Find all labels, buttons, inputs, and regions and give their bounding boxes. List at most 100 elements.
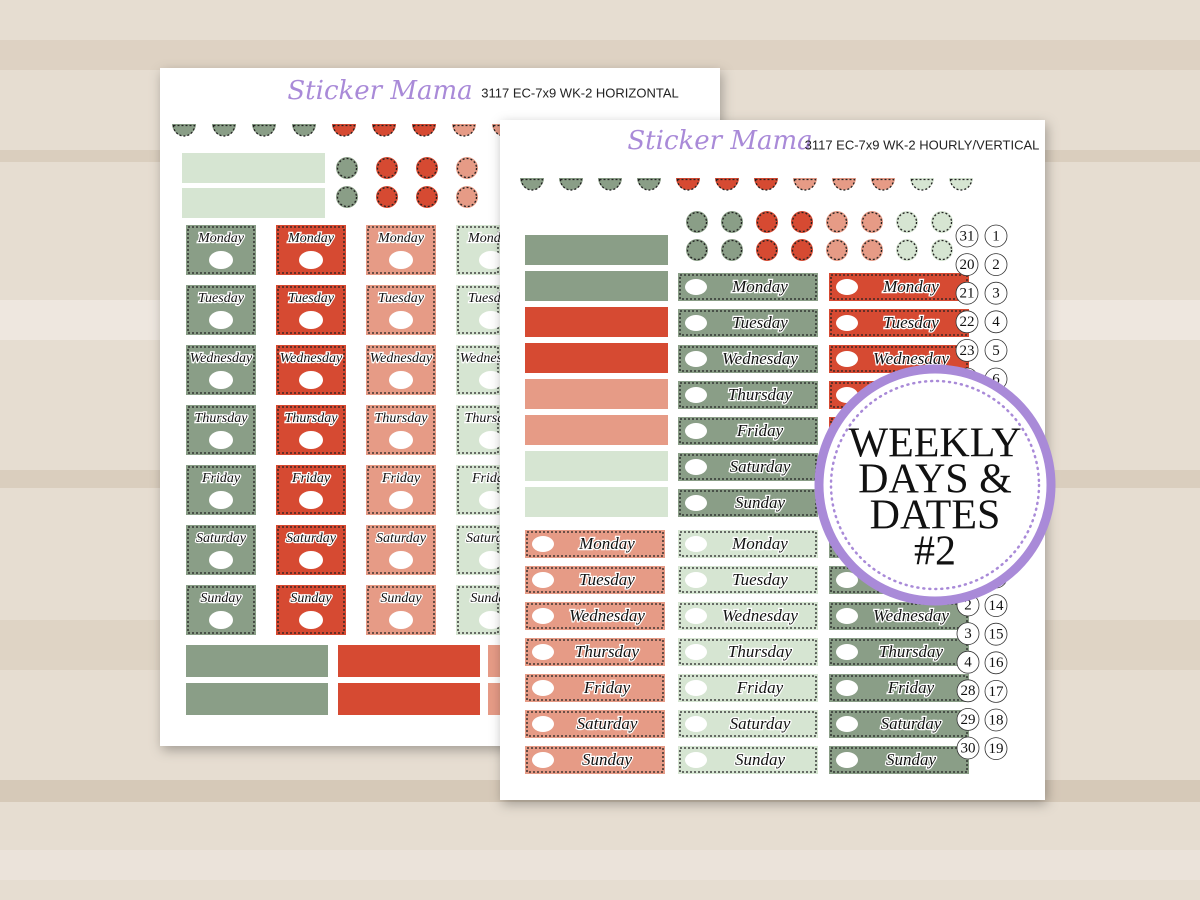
date-oval bbox=[685, 536, 707, 552]
day-outline bbox=[187, 466, 255, 514]
date-oval bbox=[836, 279, 858, 295]
sheet-code: 3117 EC-7x9 WK-2 HOURLY/VERTICAL bbox=[805, 137, 1040, 152]
date-oval bbox=[836, 644, 858, 660]
dot-outline bbox=[336, 157, 358, 179]
day-label: Sunday bbox=[200, 591, 242, 606]
date-number: 6 bbox=[992, 371, 1000, 387]
dot-sticker bbox=[896, 239, 918, 261]
tab-sticker bbox=[292, 124, 316, 136]
day-label: Friday bbox=[201, 471, 241, 486]
date-oval bbox=[209, 491, 233, 509]
tab-outline bbox=[412, 124, 436, 137]
day-outline bbox=[679, 639, 817, 665]
dot-outline bbox=[931, 211, 953, 233]
tab-sticker bbox=[252, 124, 276, 136]
tab-sticker bbox=[598, 178, 622, 190]
date-oval bbox=[299, 611, 323, 629]
tab-sticker bbox=[949, 178, 973, 190]
date-number: 4 bbox=[992, 314, 1000, 330]
date-oval bbox=[389, 251, 413, 269]
sheet-code: 3117 EC-7x9 WK-2 HORIZONTAL bbox=[481, 85, 678, 100]
date-circle bbox=[956, 622, 980, 645]
day-outline bbox=[367, 466, 435, 514]
dot-outline bbox=[376, 157, 398, 179]
dot-outline bbox=[721, 211, 743, 233]
bar-sticker bbox=[525, 343, 668, 373]
date-number: 18 bbox=[989, 712, 1004, 728]
date-oval bbox=[209, 251, 233, 269]
date-circle bbox=[955, 253, 979, 277]
date-oval bbox=[685, 387, 707, 403]
date-oval bbox=[389, 371, 413, 389]
tab-outline bbox=[754, 178, 778, 191]
date-number: 17 bbox=[989, 684, 1005, 700]
day-label: Thursday bbox=[285, 411, 339, 426]
date-oval bbox=[389, 551, 413, 569]
day-label: Monday bbox=[287, 231, 335, 246]
date-circle bbox=[955, 224, 979, 248]
day-label: Sunday bbox=[582, 750, 633, 769]
date-number: 29 bbox=[961, 712, 976, 728]
dot-sticker bbox=[896, 211, 918, 233]
date-oval bbox=[685, 459, 707, 475]
date-number: 1 bbox=[992, 228, 1000, 244]
date-number: 20 bbox=[960, 257, 975, 273]
dot-sticker bbox=[931, 211, 953, 233]
date-number: 19 bbox=[989, 741, 1004, 757]
dot-sticker bbox=[861, 211, 883, 233]
dot-outline bbox=[756, 239, 778, 261]
day-outline bbox=[679, 382, 817, 408]
brand: Sticker Mama bbox=[627, 126, 812, 156]
badge-line: #2 bbox=[914, 529, 956, 575]
date-oval bbox=[836, 315, 858, 331]
day-label: Tuesday bbox=[378, 291, 425, 306]
badge-line: WEEKLY bbox=[848, 421, 1021, 467]
date-oval bbox=[389, 611, 413, 629]
date-oval bbox=[532, 752, 554, 768]
tab-outline bbox=[598, 178, 622, 191]
dot-outline bbox=[686, 239, 708, 261]
dot-outline bbox=[686, 211, 708, 233]
tab-outline bbox=[832, 178, 856, 191]
day-label: Thursday bbox=[728, 642, 793, 661]
dot-sticker bbox=[456, 186, 478, 208]
tab-outline bbox=[910, 178, 934, 191]
day-label: Tuesday bbox=[288, 291, 335, 306]
date-oval bbox=[299, 491, 323, 509]
bar-sticker bbox=[488, 683, 500, 715]
brand: Sticker Mama bbox=[287, 76, 472, 106]
tab-sticker bbox=[332, 124, 356, 136]
day-label: Saturday bbox=[881, 714, 942, 733]
date-circle bbox=[984, 737, 1008, 760]
day-outline bbox=[457, 466, 499, 514]
date-circle bbox=[956, 679, 980, 703]
bar-sticker bbox=[525, 415, 668, 445]
tab-sticker bbox=[452, 124, 476, 136]
date-number: 5 bbox=[992, 343, 1000, 359]
day-outline bbox=[277, 466, 345, 514]
date-oval bbox=[685, 315, 707, 331]
day-outline bbox=[277, 406, 345, 454]
day-label: Thursday bbox=[575, 642, 640, 661]
day-outline bbox=[679, 418, 817, 444]
date-oval bbox=[836, 572, 858, 588]
day-label: Thursday bbox=[879, 642, 944, 661]
date-oval bbox=[299, 311, 323, 329]
day-label: Wednesday bbox=[569, 606, 645, 625]
bar-sticker bbox=[525, 379, 668, 409]
tab-sticker bbox=[676, 178, 700, 190]
day-outline bbox=[367, 346, 435, 394]
tab-sticker bbox=[637, 178, 661, 190]
date-oval bbox=[479, 431, 503, 449]
date-circle bbox=[984, 310, 1008, 334]
tab-outline bbox=[172, 124, 196, 137]
date-oval bbox=[532, 572, 554, 588]
day-label: Wednesday bbox=[722, 606, 798, 625]
tab-outline bbox=[559, 178, 583, 191]
tab-outline bbox=[793, 178, 817, 191]
date-oval bbox=[685, 495, 707, 511]
tab-outline bbox=[715, 178, 739, 191]
day-label: Wednesday bbox=[873, 349, 949, 368]
date-oval bbox=[685, 752, 707, 768]
date-oval bbox=[685, 572, 707, 588]
